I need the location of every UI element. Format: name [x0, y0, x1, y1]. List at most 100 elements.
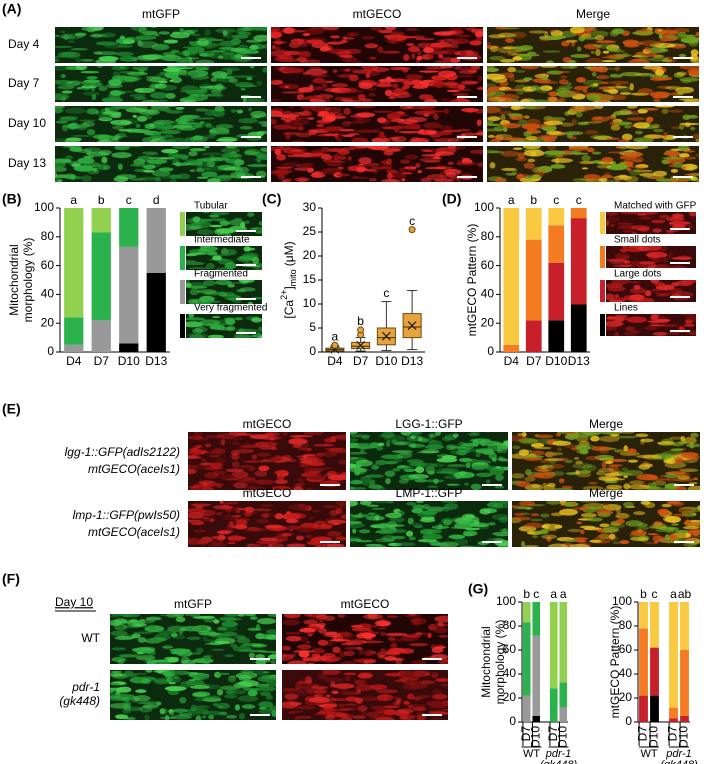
organelle	[442, 436, 452, 442]
row-label: Day 4	[8, 37, 40, 51]
micrograph	[606, 246, 696, 268]
organelle	[231, 453, 240, 460]
y-tick-label: 80	[503, 618, 517, 632]
organelle	[227, 675, 236, 683]
organelle	[654, 539, 659, 545]
genotype-label: lgg-1::GFP(adIs2122)	[65, 445, 180, 459]
y-axis-label-part: ]	[282, 286, 296, 289]
organelle	[223, 514, 238, 521]
organelle	[234, 524, 248, 530]
organelle	[101, 156, 108, 164]
organelle	[226, 477, 238, 481]
organelle	[584, 28, 598, 32]
organelle	[326, 718, 347, 720]
organelle	[195, 59, 215, 63]
annotation: c	[383, 286, 389, 300]
organelle	[272, 535, 289, 542]
organelle	[82, 91, 100, 96]
organelle	[667, 252, 674, 259]
organelle	[413, 35, 426, 39]
organelle	[592, 83, 599, 86]
organelle	[401, 85, 410, 90]
organelle	[205, 262, 215, 270]
organelle	[372, 170, 379, 174]
organelle	[474, 132, 483, 136]
micrograph	[55, 106, 267, 142]
y-axis-label: mtGECO Pattern (%)	[465, 224, 479, 337]
organelle	[199, 121, 206, 125]
organelle	[384, 89, 393, 97]
organelle	[583, 79, 604, 86]
organelle	[262, 618, 274, 624]
organelle	[208, 454, 222, 458]
organelle	[417, 437, 423, 441]
organelle	[609, 74, 623, 78]
organelle	[602, 50, 610, 54]
organelle	[334, 96, 347, 101]
organelle	[392, 450, 413, 454]
organelle	[487, 123, 503, 126]
organelle	[392, 701, 399, 706]
organelle	[234, 317, 243, 321]
organelle	[606, 212, 618, 216]
organelle	[117, 44, 134, 48]
organelle	[193, 224, 203, 229]
organelle	[194, 529, 207, 533]
organelle	[437, 70, 457, 78]
y-axis-label: morphology (%)	[493, 620, 507, 705]
bar-segment	[680, 650, 689, 716]
organelle	[582, 33, 592, 38]
organelle	[447, 137, 460, 142]
organelle	[375, 716, 395, 720]
organelle	[376, 651, 387, 657]
organelle	[247, 627, 257, 632]
organelle	[271, 447, 278, 451]
organelle	[216, 77, 235, 83]
organelle	[337, 631, 352, 637]
organelle	[328, 684, 335, 687]
organelle	[385, 139, 402, 142]
organelle	[65, 107, 86, 114]
organelle	[74, 32, 87, 36]
organelle	[355, 697, 363, 704]
organelle	[176, 127, 197, 131]
organelle	[678, 153, 690, 158]
organelle	[306, 117, 315, 120]
organelle	[186, 321, 203, 328]
organelle	[500, 150, 520, 157]
organelle	[166, 122, 173, 130]
organelle	[452, 74, 475, 78]
x-tick-label: D10	[555, 726, 569, 748]
legend-swatch	[600, 280, 605, 302]
organelle	[672, 162, 684, 168]
organelle	[307, 168, 314, 173]
column-header: Merge	[576, 7, 610, 21]
organelle	[233, 482, 248, 489]
organelle	[428, 710, 446, 715]
bar-segment	[91, 320, 111, 352]
organelle	[165, 92, 176, 99]
organelle	[267, 614, 276, 617]
organelle	[406, 704, 426, 708]
organelle	[236, 289, 246, 293]
organelle	[392, 83, 399, 89]
organelle	[608, 459, 628, 462]
organelle	[540, 66, 558, 68]
organelle	[359, 162, 380, 167]
micrograph	[271, 27, 483, 63]
panel-label: (D)	[442, 191, 461, 207]
organelle	[543, 118, 560, 122]
organelle	[497, 94, 520, 101]
organelle	[570, 106, 592, 112]
organelle	[268, 456, 283, 462]
organelle	[514, 79, 530, 83]
organelle	[385, 179, 401, 182]
organelle	[598, 475, 619, 482]
column-header: Merge	[589, 417, 623, 431]
organelle	[83, 162, 102, 168]
organelle	[361, 66, 371, 70]
organelle	[642, 454, 662, 460]
organelle	[105, 83, 123, 89]
organelle	[352, 69, 372, 74]
bar-segment	[548, 225, 565, 263]
